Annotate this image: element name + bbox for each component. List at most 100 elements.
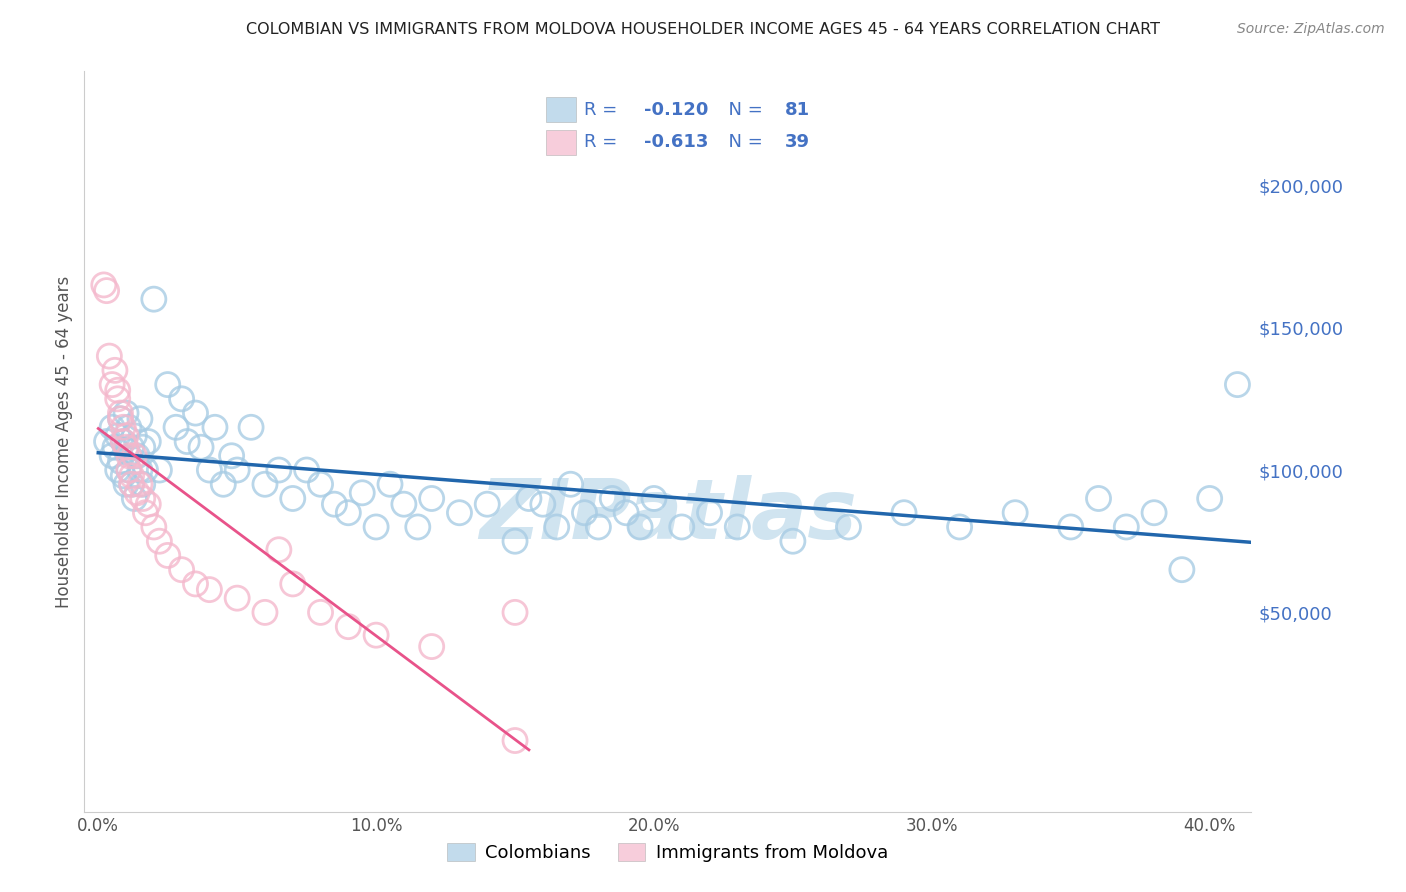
Point: [406, 520, 429, 534]
Point: [253, 606, 276, 620]
Point: [267, 463, 290, 477]
Point: [121, 477, 143, 491]
Point: [184, 577, 207, 591]
Point: [449, 506, 471, 520]
Point: [107, 392, 129, 406]
Point: [107, 463, 129, 477]
Text: -0.613: -0.613: [644, 134, 707, 152]
Point: [112, 420, 135, 434]
Point: [600, 491, 623, 506]
Point: [165, 420, 187, 434]
Point: [837, 520, 859, 534]
Point: [115, 440, 138, 454]
Point: [366, 628, 388, 642]
Point: [221, 449, 243, 463]
Point: [574, 506, 596, 520]
Point: [112, 434, 135, 449]
Text: N =: N =: [717, 134, 769, 152]
Point: [134, 463, 156, 477]
Point: [101, 420, 124, 434]
FancyBboxPatch shape: [546, 97, 575, 122]
Point: [96, 434, 118, 449]
Point: [136, 434, 159, 449]
Point: [134, 506, 156, 520]
Text: -0.120: -0.120: [644, 101, 707, 119]
Point: [1087, 491, 1109, 506]
Point: [110, 406, 132, 420]
Point: [782, 534, 804, 549]
Point: [503, 534, 526, 549]
Point: [129, 463, 152, 477]
Point: [352, 485, 374, 500]
Text: 81: 81: [785, 101, 810, 119]
Point: [295, 463, 318, 477]
Point: [1171, 563, 1194, 577]
Point: [170, 563, 193, 577]
Point: [204, 420, 226, 434]
Point: [337, 620, 360, 634]
Point: [101, 377, 124, 392]
Text: Source: ZipAtlas.com: Source: ZipAtlas.com: [1237, 22, 1385, 37]
Point: [115, 429, 138, 443]
Text: R =: R =: [585, 134, 623, 152]
Point: [127, 485, 149, 500]
Point: [226, 463, 249, 477]
Point: [118, 463, 141, 477]
Point: [110, 454, 132, 468]
Point: [337, 506, 360, 520]
Point: [115, 443, 138, 458]
Point: [1060, 520, 1083, 534]
Legend: Colombians, Immigrants from Moldova: Colombians, Immigrants from Moldova: [440, 836, 896, 870]
Point: [503, 733, 526, 747]
Point: [378, 477, 401, 491]
Point: [190, 440, 212, 454]
Point: [124, 429, 146, 443]
Point: [267, 542, 290, 557]
Point: [112, 468, 135, 483]
Point: [198, 582, 221, 597]
Point: [110, 411, 132, 425]
Point: [156, 549, 179, 563]
Text: 39: 39: [785, 134, 810, 152]
Point: [531, 497, 554, 511]
Point: [588, 520, 610, 534]
Point: [281, 491, 304, 506]
Point: [148, 463, 170, 477]
Point: [212, 477, 235, 491]
Point: [1115, 520, 1137, 534]
Point: [142, 292, 165, 306]
Point: [1198, 491, 1220, 506]
Point: [96, 284, 118, 298]
Point: [121, 440, 143, 454]
Point: [124, 449, 146, 463]
Point: [198, 463, 221, 477]
Point: [366, 520, 388, 534]
Text: ZIPatlas: ZIPatlas: [479, 475, 856, 556]
Point: [420, 640, 443, 654]
Y-axis label: Householder Income Ages 45 - 64 years: Householder Income Ages 45 - 64 years: [55, 276, 73, 607]
Point: [699, 506, 721, 520]
Point: [671, 520, 693, 534]
Point: [112, 434, 135, 449]
Point: [142, 520, 165, 534]
Point: [148, 534, 170, 549]
Point: [121, 468, 143, 483]
Point: [129, 411, 152, 425]
Point: [517, 491, 540, 506]
Point: [614, 506, 637, 520]
Point: [104, 363, 127, 377]
Point: [118, 420, 141, 434]
Point: [477, 497, 499, 511]
Point: [93, 277, 115, 292]
Point: [121, 477, 143, 491]
Point: [156, 377, 179, 392]
Point: [323, 497, 346, 511]
Point: [170, 392, 193, 406]
Text: COLOMBIAN VS IMMIGRANTS FROM MOLDOVA HOUSEHOLDER INCOME AGES 45 - 64 YEARS CORRE: COLOMBIAN VS IMMIGRANTS FROM MOLDOVA HOU…: [246, 22, 1160, 37]
Text: N =: N =: [717, 101, 769, 119]
Point: [127, 449, 149, 463]
Point: [725, 520, 748, 534]
Point: [560, 477, 582, 491]
Point: [392, 497, 415, 511]
Point: [628, 520, 651, 534]
